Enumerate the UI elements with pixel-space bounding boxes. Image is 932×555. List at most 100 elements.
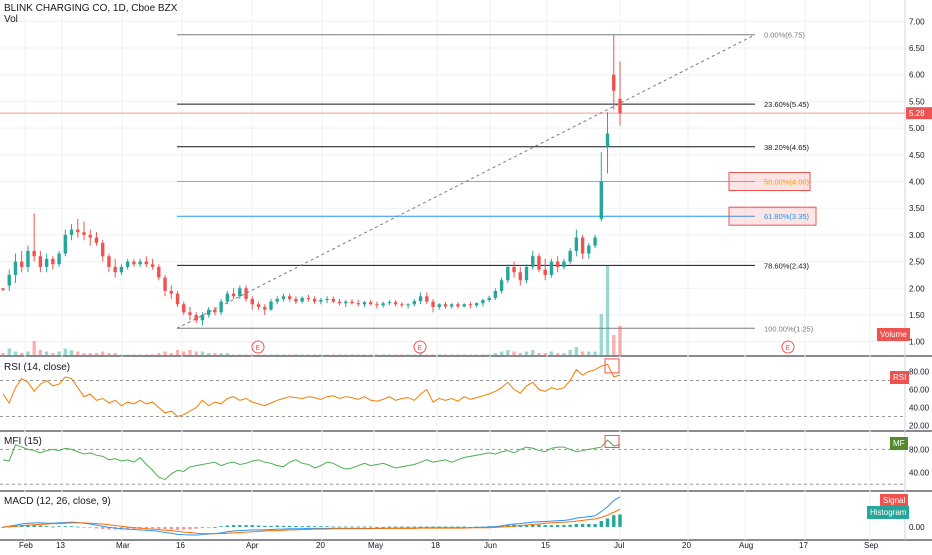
price-tick-label: 4.50	[909, 151, 925, 160]
candle-body	[387, 302, 392, 304]
candle-body	[524, 266, 529, 281]
candle-body	[450, 304, 454, 307]
price-tick-label: 3.50	[909, 204, 925, 213]
candle-body	[574, 237, 579, 251]
candle-body	[456, 304, 460, 307]
macd-histogram-bar	[194, 526, 198, 529]
fib-label-box	[728, 206, 817, 226]
volume-bar	[44, 351, 49, 356]
volume-bar	[312, 354, 317, 356]
volume-bar	[400, 354, 404, 356]
time-axis-label: Aug	[739, 541, 753, 550]
macd-histogram-bar	[107, 526, 111, 530]
candle-body	[287, 296, 292, 299]
candle-body	[163, 277, 167, 291]
candle-body	[512, 266, 516, 273]
volume-bar	[344, 354, 348, 356]
mfi-pane-label[interactable]: MFI (15)	[4, 436, 42, 447]
rsi-tick-label: 80.00	[909, 368, 930, 377]
volume-bar	[287, 354, 292, 356]
rsi-pane-label[interactable]: RSI (14, close)	[4, 362, 71, 373]
volume-bar	[468, 354, 473, 356]
candle-body	[88, 234, 92, 238]
volume-bar	[306, 354, 311, 356]
volume-bar	[7, 348, 11, 356]
candle-body	[325, 298, 329, 301]
volume-bar	[555, 353, 560, 356]
macd-histogram-bar	[63, 526, 68, 528]
price-tick-label: 5.50	[909, 97, 925, 106]
volume-bar	[474, 354, 479, 356]
candle-body	[57, 253, 61, 265]
time-axis-label: Feb	[19, 541, 33, 550]
volume-bar	[157, 353, 161, 356]
candle-body	[605, 133, 610, 147]
macd-pane-label[interactable]: MACD (12, 26, close, 9)	[4, 496, 111, 507]
symbol-title[interactable]: BLINK CHARGING CO, 1D, Cboe BZX	[4, 3, 178, 14]
candle-body	[344, 301, 348, 304]
candle-body	[555, 261, 560, 267]
macd-histogram-bar	[375, 526, 379, 528]
price-tick-label: 3.00	[909, 231, 925, 240]
macd-histogram-bar	[51, 526, 55, 528]
candle-body	[63, 234, 68, 254]
candle-body	[182, 304, 186, 313]
candle-body	[51, 258, 55, 265]
volume-bar	[88, 353, 92, 356]
volume-bar	[425, 354, 429, 356]
volume-bar	[182, 351, 186, 356]
volume-bar	[213, 353, 217, 356]
candle-body	[431, 301, 435, 307]
candle-body	[38, 256, 43, 267]
volume-bar	[369, 354, 373, 356]
volume-bar	[250, 354, 254, 356]
time-axis-label: Apr	[246, 541, 259, 550]
macd-histogram-bar	[213, 526, 217, 528]
candle-body	[138, 261, 142, 265]
macd-histogram-bar	[524, 524, 529, 527]
time-axis-label: 16	[176, 541, 185, 550]
time-axis-label: Mar	[116, 541, 130, 550]
macd-histogram-bar	[562, 525, 566, 527]
volume-bar	[163, 351, 167, 356]
candle-body	[82, 232, 86, 235]
volume-bar	[493, 353, 498, 356]
earnings-marker	[251, 340, 265, 354]
candle-body	[506, 266, 510, 281]
volume-bar	[549, 351, 554, 356]
mfi-tick-label: 40.00	[909, 469, 930, 478]
volume-bar	[431, 354, 435, 356]
volume-bar	[605, 266, 610, 356]
volume-bar	[200, 351, 205, 356]
fib-level-label: 78.60%(2.43)	[764, 261, 810, 270]
candle-body	[406, 304, 410, 306]
volume-bar	[337, 354, 342, 356]
volume-bar	[57, 351, 61, 356]
volume-bar	[69, 350, 74, 356]
macd-histogram-bar	[344, 526, 348, 528]
candle-body	[206, 309, 211, 315]
rsi-tick-label: 40.00	[909, 404, 930, 413]
volume-bar	[169, 353, 173, 356]
histogram-badge: Histogram	[867, 506, 910, 519]
candle-body	[618, 98, 622, 114]
time-axis-label: 18	[431, 541, 440, 550]
volume-bar	[275, 354, 279, 356]
earnings-marker-label: E	[786, 345, 791, 352]
volume-bar	[543, 353, 547, 356]
candle-body	[1, 288, 5, 290]
volume-bar	[150, 354, 155, 356]
fib-level-label: 38.20%(4.65)	[764, 143, 810, 152]
macd-histogram-bar	[1, 526, 5, 528]
volume-bar	[300, 354, 304, 356]
rsi-badge: RSI	[890, 371, 910, 384]
volume-bar	[437, 354, 441, 356]
volume-bar	[319, 354, 323, 356]
candle-body	[213, 309, 217, 313]
macd-histogram-bar	[612, 515, 616, 527]
candle-body	[369, 302, 373, 305]
time-axis-label: Jun	[484, 541, 497, 550]
macd-histogram-bar	[543, 525, 547, 527]
